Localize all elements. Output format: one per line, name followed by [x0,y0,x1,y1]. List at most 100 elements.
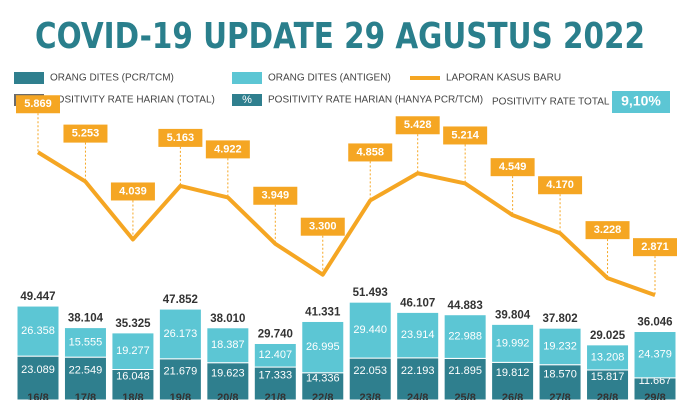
total-label: 38.104 [68,313,104,325]
bar [538,364,582,400]
line-label: 4.858 [356,146,384,158]
total-label: 46.107 [400,297,435,309]
bar [63,327,107,358]
bar-label: 18.570 [543,368,577,380]
x-tick-label: 24/8 [407,392,428,400]
bar [586,369,630,400]
bar [443,314,487,359]
bar [158,308,202,360]
line-label: 4.039 [119,185,147,197]
legend-label: ORANG DITES (PCR/TCM) [50,73,174,84]
bar-label: 21.895 [448,365,482,377]
x-tick-label: 19/8 [170,392,191,400]
line-label: 2.871 [641,241,669,253]
line-label: 5.253 [72,128,100,140]
label-box [585,221,630,240]
bar-label: 29.440 [353,324,387,336]
legend-label: POSITIVITY RATE HARIAN (HANYA PCR/TCM) [268,95,483,106]
label-box [63,124,108,143]
bar [301,320,345,374]
bar-label: 19.623 [211,367,245,379]
x-tick-label: 26/8 [502,392,523,400]
line-label: 5.869 [24,98,52,110]
x-tick-label: 29/8 [644,392,665,400]
label-box [300,217,345,236]
bar-label: 23.089 [21,364,55,376]
bar-label: 26.358 [21,325,55,337]
label-box [158,128,203,147]
bar-label: 16.048 [116,371,150,383]
x-tick-label: 25/8 [454,392,475,400]
line-label: 3.228 [594,224,622,236]
legend-label: ORANG DITES (ANTIGEN) [268,73,391,84]
bar-label: 15.555 [69,336,103,348]
x-tick-label: 27/8 [549,392,570,400]
x-tick-label: 22/8 [312,392,333,400]
total-label: 38.010 [210,313,245,325]
total-label: 36.046 [637,317,672,329]
bar-label: 22.193 [401,365,435,377]
bar-label: 19.232 [543,340,577,352]
bar-label: 21.679 [164,365,198,377]
bar-label: 14.336 [306,372,340,384]
line-label: 4.549 [499,161,527,173]
label-box [443,126,488,145]
bar [111,332,155,371]
legend-swatch [232,72,262,84]
total-label: 47.852 [163,294,198,306]
bar [158,358,202,400]
total-label: 39.804 [495,309,531,321]
bar-label: 19.277 [116,345,150,357]
total-label: 51.493 [353,287,388,299]
bar-label: 24.379 [638,349,672,361]
bar-label: 17.333 [258,369,292,381]
positivity-label: POSITIVITY RATE TOTAL [492,97,610,108]
label-box [538,176,583,195]
x-tick-label: 20/8 [217,392,238,400]
total-label: 35.325 [115,318,151,330]
positivity-box [612,91,670,113]
bar [586,344,630,371]
line [36,150,656,298]
bar-label: 26.173 [164,328,198,340]
bar [538,327,582,366]
x-tick-label: 17/8 [75,392,96,400]
x-tick-label: 16/8 [27,392,48,400]
bar-label: 12.407 [258,349,292,361]
legend-swatch [410,76,440,80]
total-label: 37.802 [542,313,577,325]
label-box [16,95,60,114]
total-label: 29.025 [590,330,626,342]
chart-title: COVID-19 UPDATE 29 AGUSTUS 2022 [35,16,645,57]
total-label: 41.331 [305,307,341,319]
bar [396,311,440,359]
legend-label: LAPORAN KASUS BARU [446,73,561,84]
bar-label: 26.995 [306,341,340,353]
label-box [253,186,298,205]
bar [206,327,250,364]
positivity-value: 9,10% [621,93,661,109]
label-box [205,140,250,159]
total-label: 44.883 [448,300,483,312]
x-tick-label: 28/8 [597,392,618,400]
line-label: 5.214 [451,129,479,141]
total-label: 29.740 [258,329,293,341]
line-label: 5.428 [404,119,432,131]
legend-label: POSITIVITY RATE HARIAN (TOTAL) [50,95,215,106]
label-box [395,116,440,135]
label-box [633,238,677,257]
bar-label: 19.992 [496,337,530,349]
bar [348,301,392,359]
bar [16,355,60,400]
bar-label: 22.053 [353,365,387,377]
line-label: 4.170 [546,179,574,191]
x-tick-label: 18/8 [122,392,143,400]
bar-label: 19.812 [496,367,530,379]
label-box [348,143,393,162]
bar-label: 23.914 [401,329,435,341]
bar-label: 22.549 [69,364,103,376]
line-label: 4.922 [214,143,242,155]
line-label: 5.163 [167,132,195,144]
bar [633,331,677,379]
